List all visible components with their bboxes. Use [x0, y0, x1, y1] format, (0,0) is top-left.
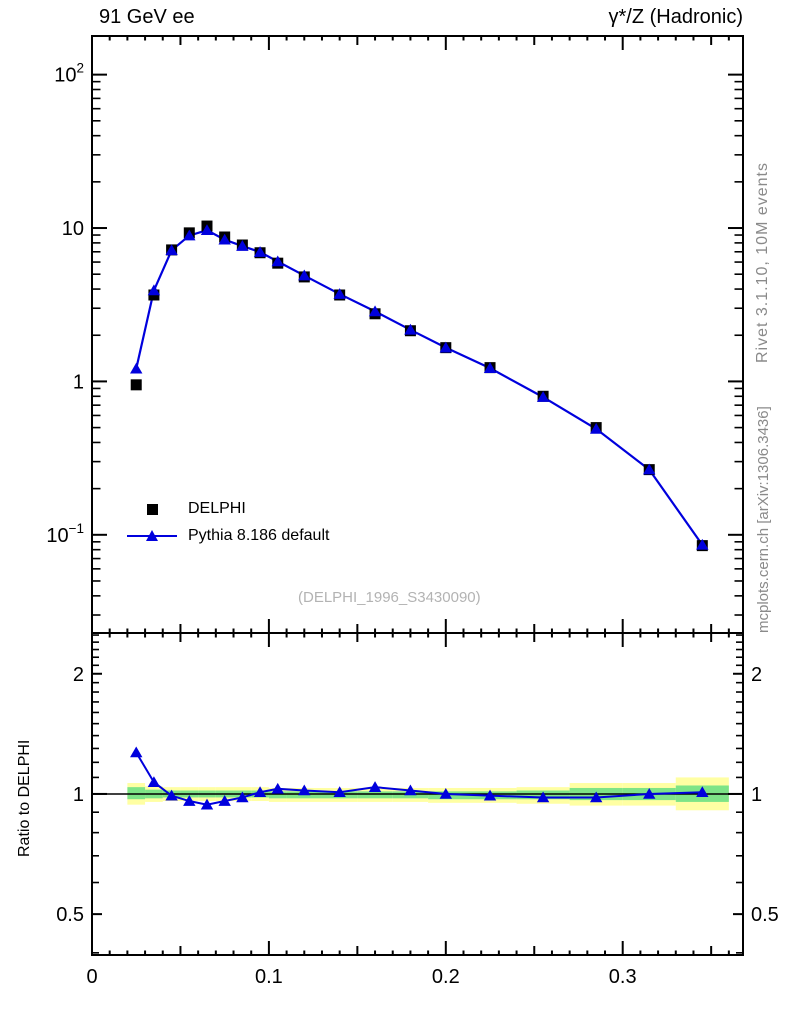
rivet-version-label: Rivet 3.1.10, 10M events: [754, 162, 771, 363]
pythia-point: [536, 391, 550, 402]
plot-title-beam: 91 GeV ee: [99, 6, 195, 28]
ratio-point: [147, 776, 161, 788]
pythia-point: [589, 422, 603, 434]
delphi-square-marker: [127, 502, 177, 516]
pythia-point: [183, 229, 196, 241]
analysis-watermark: (DELPHI_1996_S3430090): [298, 589, 481, 606]
ratio-tick-label-right: 2: [751, 664, 762, 686]
pythia-point: [368, 305, 382, 317]
mcplots-reference-label: mcplots.cern.ch [arXiv:1306.3436]: [755, 406, 772, 633]
ratio-point: [271, 782, 284, 794]
ratio-point: [536, 791, 550, 803]
pythia-point: [236, 240, 249, 251]
ratio-point: [589, 791, 603, 803]
ratio-point: [130, 746, 143, 758]
y-tick-label: 1: [73, 371, 84, 393]
ratio-point: [200, 798, 214, 810]
ratio-point: [298, 784, 311, 796]
ratio-point: [696, 786, 709, 798]
pythia-point: [298, 269, 311, 281]
x-tick-label: 0.2: [432, 966, 460, 988]
delphi-point: [130, 379, 142, 391]
pythia-point: [439, 341, 453, 353]
legend-item-delphi: DELPHI: [127, 495, 329, 522]
ratio-band-inner: [357, 791, 393, 799]
pythia-line-marker: [127, 529, 177, 543]
pythia-point: [130, 362, 143, 374]
pythia-point: [165, 244, 178, 256]
pythia-point: [147, 284, 161, 296]
ratio-point: [236, 791, 249, 803]
pythia-point: [483, 362, 497, 373]
ratio-band-inner: [268, 791, 287, 799]
ratio-tick-label-left: 0.5: [56, 904, 84, 926]
legend-label-delphi: DELPHI: [188, 499, 246, 517]
ratio-point: [165, 789, 178, 801]
pythia-point: [333, 288, 346, 299]
pythia-point: [696, 538, 709, 550]
pythia-point: [218, 233, 231, 245]
ratio-tick-label-right: 0.5: [751, 904, 779, 926]
y-tick-label: 102: [54, 61, 84, 87]
pythia-point: [200, 224, 214, 235]
x-tick-label: 0.1: [255, 966, 283, 988]
ratio-point: [333, 786, 346, 798]
ratio-point: [218, 795, 231, 806]
y-tick-label: 10: [62, 218, 84, 240]
ratio-point: [368, 781, 382, 792]
ratio-tick-label-left: 2: [73, 664, 84, 686]
ratio-tick-label-left: 1: [73, 784, 84, 806]
pythia-point: [404, 323, 417, 335]
legend-item-pythia: Pythia 8.186 default: [127, 522, 329, 549]
ratio-point: [439, 787, 453, 799]
pythia-point: [643, 463, 656, 475]
x-tick-label: 0: [86, 966, 97, 988]
ratio-point: [404, 784, 417, 796]
pythia-point: [271, 255, 284, 267]
ratio-point: [183, 795, 196, 806]
legend-label-pythia: Pythia 8.186 default: [188, 526, 330, 544]
x-tick-label: 0.3: [609, 966, 637, 988]
ratio-axis-title: Ratio to DELPHI: [16, 739, 33, 857]
ratio-point: [643, 787, 656, 799]
ratio-point: [253, 786, 267, 798]
legend: DELPHI Pythia 8.186 default: [127, 495, 329, 549]
y-tick-label: 10−1: [46, 521, 84, 547]
ratio-tick-label-right: 1: [751, 784, 762, 806]
pythia-point: [253, 246, 267, 257]
ratio-band-inner: [127, 787, 146, 800]
plot-title-process: γ*/Z (Hadronic): [608, 6, 743, 28]
ratio-point: [483, 789, 497, 801]
